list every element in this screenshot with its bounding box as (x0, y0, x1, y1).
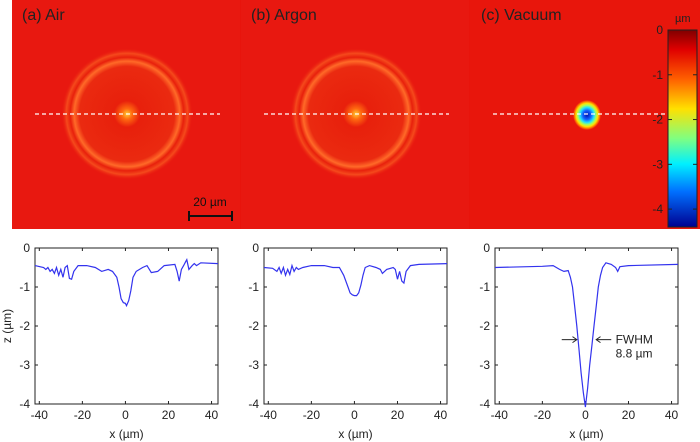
x-tick-label: 20 (622, 408, 636, 422)
profile-plot-0: -40 -20 0 20 40 0 -1 -2 -3 -4 x (µm) z (µm) (0, 241, 219, 441)
x-tick-label: 0 (122, 408, 129, 422)
x-tick-label: -20 (534, 408, 552, 422)
profile-line (263, 263, 448, 297)
y-tick-label: 0 (23, 241, 30, 255)
plot-axes (263, 247, 448, 405)
y-tick-label: 0 (252, 241, 259, 255)
y-tick-label: -3 (479, 358, 490, 372)
fwhm-arrowhead-left (572, 336, 578, 344)
x-axis-label: x (µm) (109, 427, 143, 441)
y-tick-label: -3 (19, 358, 30, 372)
y-tick-label: -4 (479, 397, 490, 411)
x-tick-label: 0 (351, 408, 358, 422)
scale-bar (188, 211, 233, 221)
x-tick-label: 40 (665, 408, 679, 422)
x-tick-label: 0 (582, 408, 589, 422)
x-tick-label: 20 (162, 408, 176, 422)
x-tick-label: -40 (260, 408, 278, 422)
colorbar-tick-label: 0 (656, 23, 663, 37)
profile-line (494, 262, 679, 408)
panel-c-label: (c) Vacuum (481, 7, 562, 24)
fwhm-label: FWHM (616, 333, 653, 347)
x-tick-label: -20 (74, 408, 92, 422)
profile-plot-1: -40 -20 0 20 40 0 -1 -2 -3 -4 x (µm) (248, 241, 447, 441)
fwhm-value: 8.8 µm (616, 347, 653, 361)
y-axis-label: z (µm) (0, 309, 14, 343)
x-tick-label: -20 (303, 408, 321, 422)
profile-line (34, 258, 219, 308)
y-tick-label: -3 (248, 358, 259, 372)
panel-b-label: (b) Argon (251, 7, 317, 24)
panel-c-crater (573, 100, 601, 130)
y-tick-label: 0 (483, 241, 490, 255)
fwhm-arrowhead-right (595, 336, 601, 344)
colorbar-unit: µm (675, 13, 691, 25)
x-axis-label: x (µm) (569, 427, 603, 441)
y-tick-label: -1 (479, 280, 490, 294)
y-tick-label: -2 (479, 319, 490, 333)
y-tick-label: -1 (19, 280, 30, 294)
scale-bar-label: 20 µm (193, 195, 227, 209)
y-tick-label: -4 (19, 397, 30, 411)
y-tick-label: -2 (19, 319, 30, 333)
colorbar-tick-label: -1 (652, 68, 663, 82)
colorbar-tick-label: -2 (652, 113, 663, 127)
panel-a-label: (a) Air (22, 7, 65, 24)
x-tick-label: 40 (205, 408, 219, 422)
colorbar (667, 29, 698, 228)
x-axis-label: x (µm) (338, 427, 372, 441)
x-tick-label: -40 (491, 408, 509, 422)
y-tick-label: -4 (248, 397, 259, 411)
y-tick-label: -1 (248, 280, 259, 294)
colorbar-tick-label: -4 (652, 202, 663, 216)
y-tick-label: -2 (248, 319, 259, 333)
x-tick-label: 20 (391, 408, 405, 422)
plot-axes (494, 247, 679, 405)
x-tick-label: 40 (434, 408, 448, 422)
x-tick-label: -40 (31, 408, 49, 422)
plot-axes (34, 247, 219, 405)
colorbar-tick-label: -3 (652, 157, 663, 171)
